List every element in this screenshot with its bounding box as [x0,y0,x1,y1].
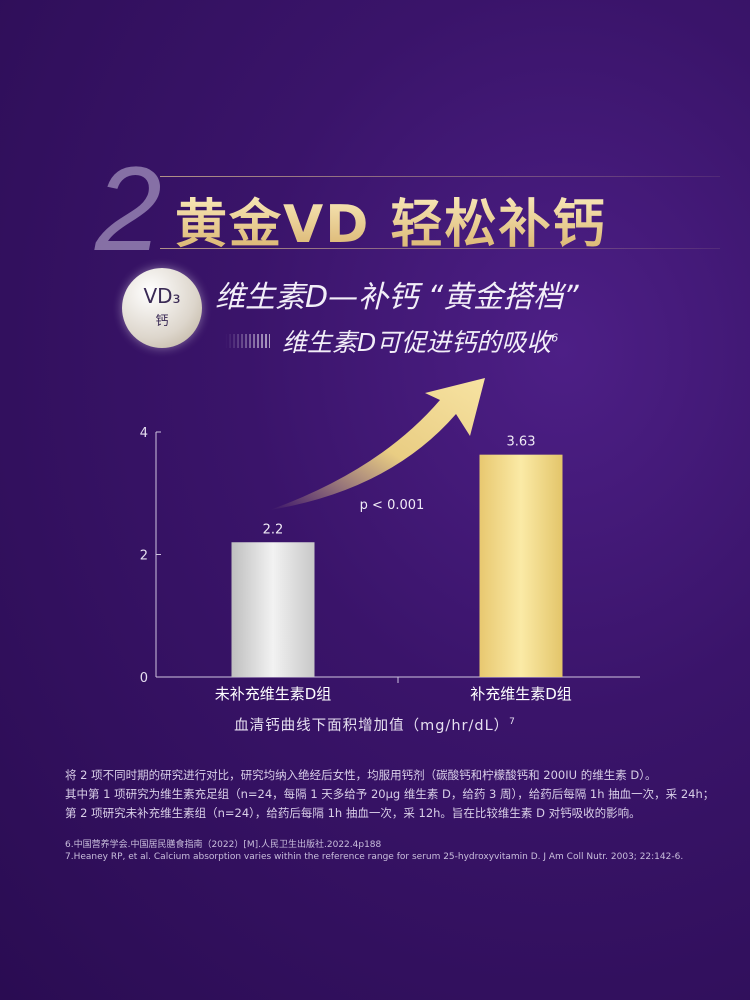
note-line: 其中第 1 项研究为维生素充足组（n=24，每隔 1 天多给予 20μg 维生素… [65,787,715,801]
page-title: 黄金VD 轻松补钙 [175,182,607,257]
dotted-arrow-icon [225,334,270,348]
vd3-badge-icon: VD₃ 钙 [122,268,202,348]
bar [231,542,315,677]
section-number: 2 [95,142,162,276]
reference: 7.Heaney RP, et al. Calcium absorption v… [65,852,684,862]
study-notes: 将 2 项不同时期的研究进行对比，研究均纳入绝经后女性，均服用钙剂（碳酸钙和柠檬… [65,766,714,823]
x-axis-label-text: 血清钙曲线下面积增加值（mg/hr/dL） [234,718,510,734]
divider [160,248,720,249]
y-tick-label: 2 [140,549,148,564]
x-axis-label-ref: 7 [509,717,516,728]
claim-text: 维生素D可促进钙的吸收 [282,328,552,357]
subtitle: 维生素D—补钙 “黄金搭档” [215,280,579,315]
note-line: 第 2 项研究未补充维生素组（n=24），给药后每隔 1h 抽血一次，采 12h… [65,806,641,820]
badge-top: VD₃ [143,284,181,308]
divider [160,176,720,177]
y-tick-label: 4 [140,426,148,441]
note-line: 将 2 项不同时期的研究进行对比，研究均纳入绝经后女性，均服用钙剂（碳酸钙和柠檬… [65,768,657,782]
x-tick-label: 未补充维生素D组 [215,685,332,703]
x-tick-label: 补充维生素D组 [470,685,572,703]
y-tick-label: 0 [140,671,148,686]
claim-ref: 6 [551,331,559,345]
data-label: 2.2 [263,522,284,537]
claim: 维生素D可促进钙的吸收6 [282,323,558,359]
reference: 6.中国营养学会.中国居民膳食指南（2022）[M].人民卫生出版社.2022.… [65,840,382,850]
data-label: 3.63 [507,435,536,450]
badge-bottom: 钙 [155,314,169,329]
trend-arrow-icon [270,378,485,510]
bar [479,454,563,677]
p-value-annotation: p < 0.001 [360,498,425,513]
x-axis-label: 血清钙曲线下面积增加值（mg/hr/dL）7 [0,714,750,735]
